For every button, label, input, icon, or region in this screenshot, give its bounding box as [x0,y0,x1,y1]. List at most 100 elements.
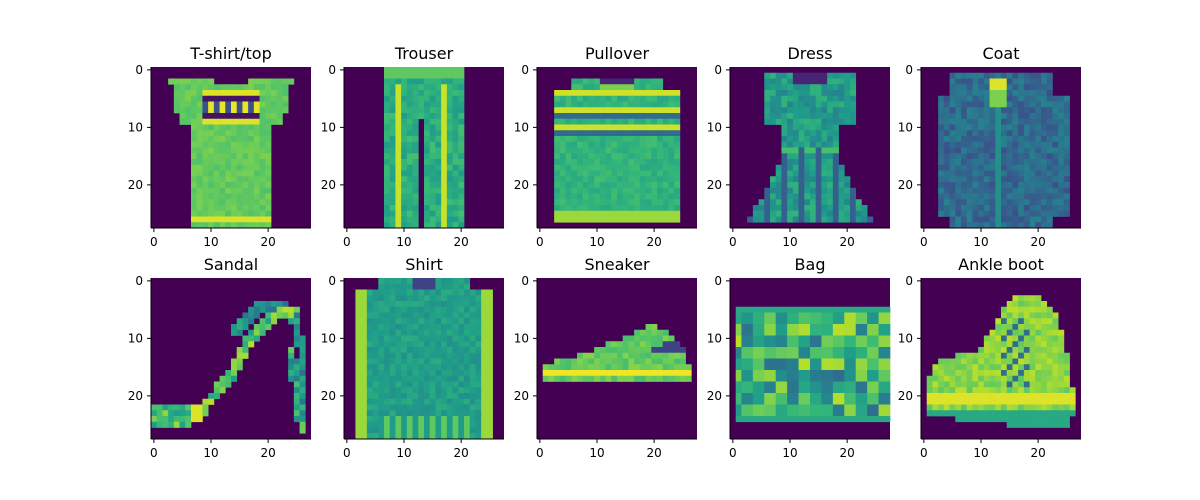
pixel [622,118,629,125]
pixel [1063,187,1070,194]
pixel [798,176,805,183]
pixel [1035,387,1042,394]
pixel [775,324,782,331]
pixel [1029,387,1036,394]
pixel [651,130,658,137]
pixel [571,216,578,223]
pixel [878,329,885,336]
pixel [372,387,379,394]
pixel [758,358,765,365]
pixel [1018,193,1025,200]
pixel [832,370,839,377]
pixel [452,136,459,143]
pixel [1018,113,1025,120]
pixel [191,216,198,223]
pixel [208,176,215,183]
pixel [1046,90,1053,97]
pixel [458,352,465,359]
pixel [1001,393,1008,400]
pixel [1001,329,1008,336]
pixel [651,347,658,354]
pixel [469,347,476,354]
pixel [401,159,408,166]
pixel [248,130,255,137]
pixel [832,387,839,394]
pixel [1001,410,1008,417]
pixel [1018,364,1025,371]
pixel [815,90,822,97]
pixel [259,107,266,114]
pixel [481,295,488,302]
pixel [617,187,624,194]
pixel [662,347,669,354]
subplot-title: Bag [795,255,826,274]
x-tick-label: 10 [782,446,797,460]
pixel [611,124,618,131]
pixel [764,306,771,313]
pixel [406,358,413,365]
pixel [983,153,990,160]
pixel [781,324,788,331]
pixel [611,107,618,114]
pixel [1001,147,1008,154]
pixel [372,335,379,342]
pixel [1001,370,1008,377]
pixel [372,347,379,354]
pixel [384,381,391,388]
pixel [412,393,419,400]
pixel [758,398,765,405]
pixel [384,358,391,365]
pixel [253,335,260,342]
pixel [412,72,419,79]
pixel [1023,130,1030,137]
pixel [1058,358,1065,365]
pixel [384,416,391,423]
pixel [932,381,939,388]
pixel [989,222,996,229]
pixel [424,78,431,85]
pixel [293,324,300,331]
pixel [932,370,939,377]
pixel [424,153,431,160]
pixel [792,375,799,382]
pixel [838,341,845,348]
pixel [265,170,272,177]
pixel [741,398,748,405]
pixel [1018,159,1025,166]
pixel [798,107,805,114]
pixel [582,95,589,102]
pixel [787,72,794,79]
pixel [1041,130,1048,137]
pixel [395,78,402,85]
pixel [978,176,985,183]
pixel [452,364,459,371]
pixel [872,416,879,423]
pixel [1029,210,1036,217]
pixel [213,84,220,91]
pixel [412,205,419,212]
pixel [657,205,664,212]
pixel [838,324,845,331]
pixel [983,347,990,354]
pixel [775,72,782,79]
pixel [412,421,419,428]
pixel [1052,416,1059,423]
pixel [844,205,851,212]
pixel [747,324,754,331]
pixel [932,387,939,394]
pixel [821,352,828,359]
pixel [832,176,839,183]
pixel [668,375,675,382]
pixel [253,312,260,319]
pixel [639,335,646,342]
pixel [588,370,595,377]
y-tick-label: 10 [707,331,722,345]
pixel [657,187,664,194]
pixel [645,130,652,137]
pixel [758,352,765,359]
pixel [634,347,641,354]
pixel [225,84,232,91]
pixel [378,295,385,302]
pixel [867,318,874,325]
